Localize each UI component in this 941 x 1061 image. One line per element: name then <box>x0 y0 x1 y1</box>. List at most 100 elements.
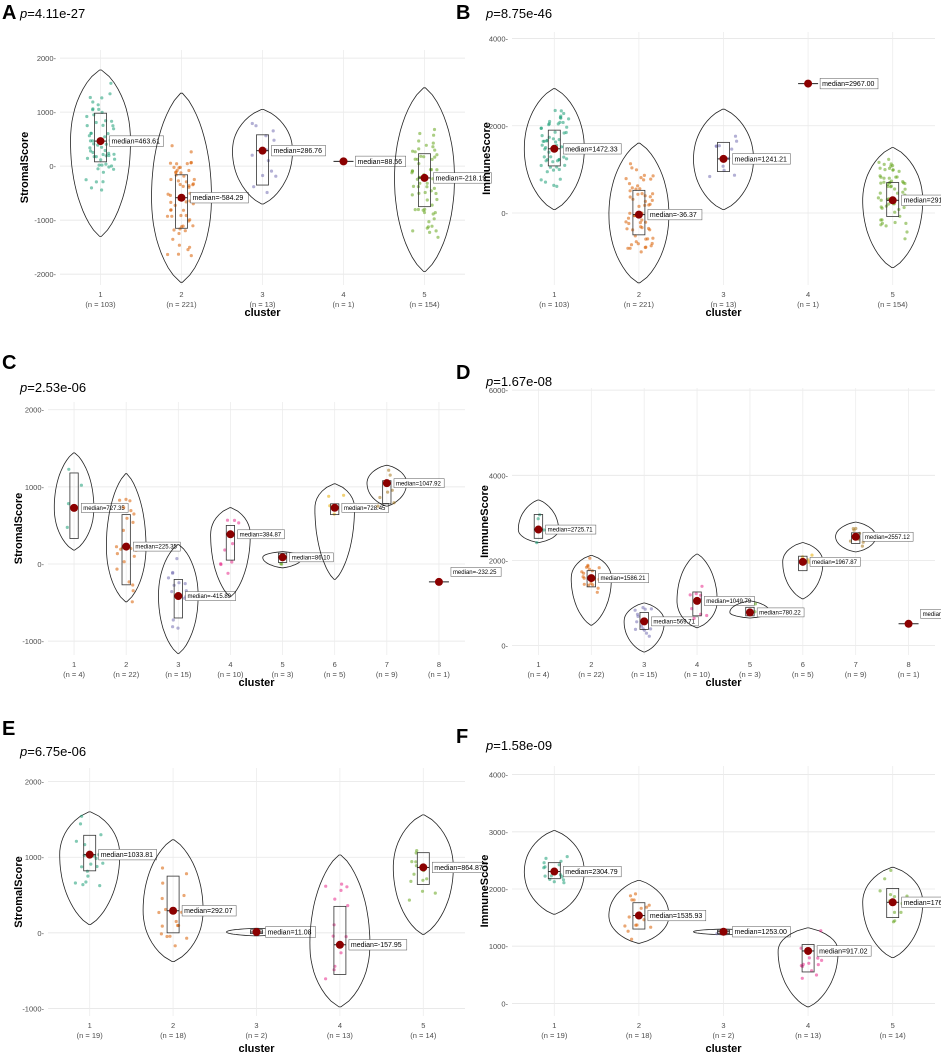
data-point <box>88 146 92 150</box>
data-point <box>159 932 163 936</box>
median-dot <box>851 532 860 541</box>
data-point <box>230 560 234 564</box>
x-tick-label: 3 <box>642 660 646 669</box>
data-point <box>121 528 125 532</box>
y-tick-label: 6000- <box>489 386 509 395</box>
chart-f: 0- 1000- 2000- 3000- 4000- ImmuneScore cluster… <box>479 766 941 1055</box>
chart-a: -2000- -1000- 0- 1000- 2000- StromalScore clus… <box>19 50 492 319</box>
p-value-text: =1.58e-09 <box>493 738 553 753</box>
median-label-box <box>271 145 326 157</box>
data-point <box>639 906 643 910</box>
cluster-group: median=225.35 <box>106 473 181 604</box>
data-point <box>164 907 168 912</box>
violin <box>608 880 670 944</box>
median-dot <box>587 574 596 583</box>
data-point <box>544 146 548 150</box>
data-point <box>67 467 71 471</box>
data-point <box>626 246 630 250</box>
data-point <box>889 185 893 189</box>
data-point <box>175 557 179 561</box>
data-point <box>887 157 891 161</box>
median-label-box <box>98 849 157 861</box>
data-point <box>880 206 884 210</box>
data-point <box>78 822 83 826</box>
data-point <box>410 193 414 197</box>
data-point <box>647 903 651 907</box>
data-point <box>420 889 425 893</box>
data-point <box>171 625 175 629</box>
median-label: median=384.87 <box>240 532 282 538</box>
data-point <box>425 185 429 189</box>
x-tick-n-label: (n = 9) <box>845 670 867 679</box>
violin <box>309 854 371 1008</box>
data-point <box>639 250 643 254</box>
data-point <box>642 178 646 182</box>
panel-e: E p=6.75e-06 -1000- 0- 1000- 2000- StromalSc… <box>0 716 487 1061</box>
data-point <box>700 584 704 588</box>
data-point <box>100 163 104 167</box>
y-tick-label: 2000- <box>37 54 57 63</box>
data-point <box>250 153 254 157</box>
data-point <box>176 252 181 256</box>
data-point <box>435 153 439 157</box>
x-tick-n-label: (n = 18) <box>160 1031 187 1040</box>
data-point <box>627 221 631 226</box>
box <box>533 514 544 539</box>
data-point <box>555 184 559 188</box>
median-dot <box>226 530 235 539</box>
grid <box>48 768 465 1016</box>
violin <box>608 142 670 284</box>
median-label-box <box>704 596 755 606</box>
data-point <box>103 135 107 139</box>
data-point <box>110 119 114 123</box>
data-point <box>390 488 394 492</box>
data-point <box>176 923 180 928</box>
median-label: median=1767.46 <box>904 900 941 907</box>
data-point <box>87 134 91 138</box>
median-label: median=1047.92 <box>396 481 442 487</box>
median-label-box <box>647 910 707 922</box>
data-point <box>89 186 94 190</box>
data-point <box>565 855 569 859</box>
x-tick-n-label: (n = 15) <box>631 670 658 679</box>
data-point <box>425 877 429 881</box>
median-dot <box>252 927 261 936</box>
y-tick-label: -1000- <box>22 637 44 646</box>
data-point <box>434 191 438 196</box>
violin <box>523 830 585 915</box>
x-tick-n-label: (n = 4) <box>63 670 85 679</box>
data-point <box>548 165 552 169</box>
data-point <box>182 174 186 178</box>
data-point <box>66 502 71 506</box>
y-tick-label: 2000- <box>489 885 509 894</box>
data-point <box>650 198 654 202</box>
median-dot <box>70 503 79 512</box>
data-point <box>178 182 182 187</box>
x-tick-n-label: (n = 2) <box>246 1031 268 1040</box>
data-point <box>94 155 98 159</box>
x-tick-n-label: (n = 9) <box>376 670 398 679</box>
data-point <box>903 187 907 191</box>
data-point <box>107 153 111 158</box>
cluster-group: median=2967.00 <box>798 78 879 90</box>
x-tick-label: 2 <box>637 1021 641 1030</box>
data-point <box>114 545 119 549</box>
box <box>798 555 808 572</box>
median-label: median=1253.00 <box>735 929 787 936</box>
median-dot <box>719 154 728 163</box>
data-point <box>800 976 804 980</box>
x-tick-label: 1 <box>552 290 556 299</box>
data-point <box>177 231 181 236</box>
box <box>83 834 97 872</box>
data-point <box>177 243 181 247</box>
data-point <box>89 862 93 866</box>
x-tick-label: 3 <box>721 1021 725 1030</box>
data-point <box>587 567 591 571</box>
data-point <box>903 181 907 186</box>
p-value: p=4.11e-27 <box>20 6 86 21</box>
x-tick-label: 7 <box>854 660 858 669</box>
data-point <box>188 218 192 222</box>
box <box>692 591 702 617</box>
box <box>801 944 815 973</box>
data-point <box>651 174 655 178</box>
